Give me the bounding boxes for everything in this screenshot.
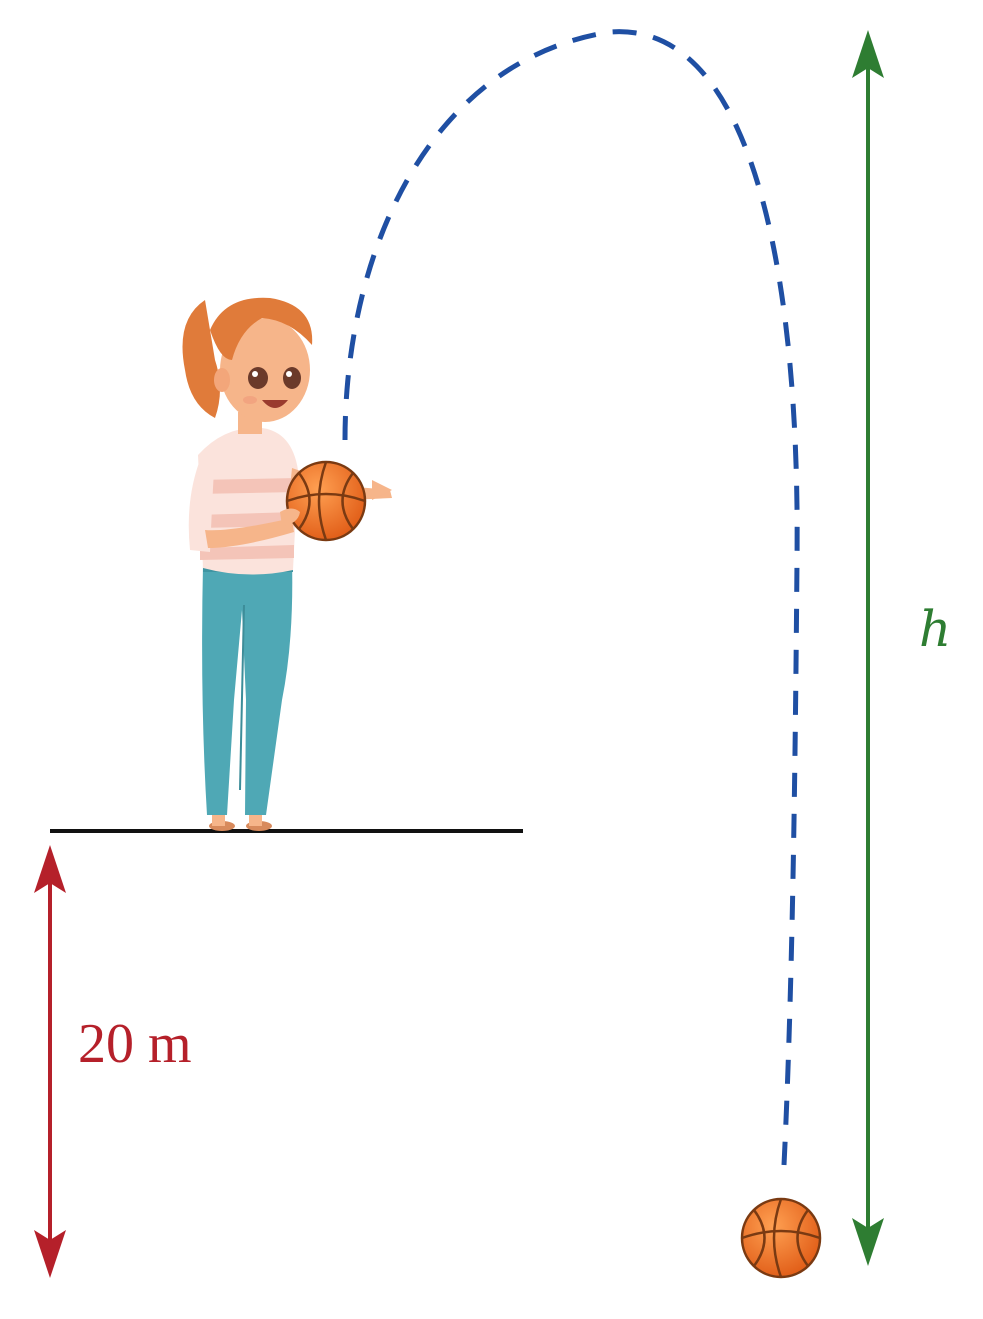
basketball-icon — [285, 460, 367, 542]
basketball-icon — [740, 1197, 822, 1279]
cliff-height-arrow — [34, 845, 66, 1278]
trajectory-path — [342, 29, 800, 1166]
girl-figure — [182, 297, 392, 831]
height-h-label: h — [919, 600, 951, 658]
cliff-height-label: 20 m — [78, 1013, 192, 1075]
height-h-arrow — [852, 30, 884, 1266]
